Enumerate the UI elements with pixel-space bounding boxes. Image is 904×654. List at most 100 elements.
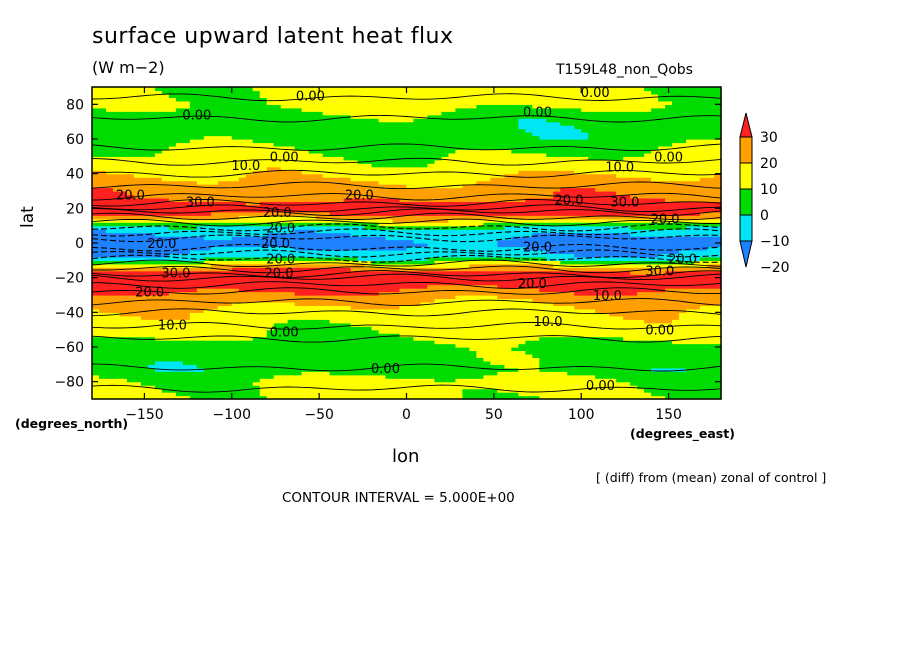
field-cell — [546, 329, 554, 334]
field-cell — [350, 329, 359, 334]
field-cell — [651, 360, 659, 365]
field-cell — [714, 246, 722, 251]
field-cell — [567, 267, 575, 272]
field-cell — [532, 395, 540, 400]
field-cell — [630, 353, 638, 358]
field-cell — [329, 263, 338, 268]
field-cell — [189, 211, 198, 216]
field-cell — [126, 260, 135, 265]
field-cell — [483, 253, 491, 258]
field-cell — [469, 243, 477, 248]
field-cell — [546, 256, 554, 261]
field-cell — [623, 360, 631, 365]
field-cell — [105, 239, 114, 244]
field-cell — [105, 319, 114, 324]
field-cell — [357, 215, 366, 220]
field-cell — [266, 284, 275, 289]
field-cell — [434, 305, 443, 310]
field-cell — [686, 256, 694, 261]
field-cell — [427, 253, 436, 258]
field-cell — [175, 308, 184, 313]
field-cell — [483, 215, 491, 220]
field-cell — [672, 239, 680, 244]
field-cell — [112, 371, 121, 376]
field-cell — [434, 374, 443, 379]
field-cell — [280, 295, 289, 300]
field-cell — [707, 215, 715, 220]
field-cell — [189, 281, 198, 286]
field-cell — [448, 298, 457, 303]
field-cell — [126, 236, 135, 241]
field-cell — [301, 263, 310, 268]
field-cell — [371, 336, 380, 341]
field-cell — [539, 253, 547, 258]
field-cell — [350, 298, 359, 303]
field-cell — [455, 277, 464, 282]
field-cell — [154, 229, 163, 234]
field-cell — [322, 229, 331, 234]
field-cell — [364, 215, 373, 220]
field-cell — [98, 336, 107, 341]
field-cell — [413, 315, 422, 320]
field-cell — [448, 291, 457, 296]
field-cell — [238, 236, 247, 241]
field-cell — [714, 371, 722, 376]
field-cell — [357, 378, 366, 383]
field-cell — [98, 308, 107, 313]
field-cell — [210, 350, 219, 355]
field-cell — [441, 385, 450, 390]
field-cell — [245, 291, 254, 296]
field-cell — [714, 329, 722, 334]
field-cell — [672, 246, 680, 251]
field-cell — [259, 215, 268, 220]
field-cell — [525, 392, 533, 397]
field-cell — [322, 284, 331, 289]
field-cell — [140, 347, 149, 352]
field-cell — [511, 360, 519, 365]
field-cell — [168, 270, 177, 275]
field-cell — [553, 385, 561, 390]
field-cell — [651, 246, 659, 251]
field-cell — [182, 392, 191, 397]
field-cell — [518, 211, 526, 216]
field-cell — [154, 281, 163, 286]
field-cell — [560, 208, 568, 213]
field-cell — [420, 281, 429, 286]
field-cell — [469, 392, 477, 397]
field-cell — [490, 374, 498, 379]
field-cell — [525, 239, 533, 244]
field-cell — [630, 364, 638, 369]
field-cell — [658, 295, 666, 300]
field-cell — [147, 267, 156, 272]
field-cell — [329, 343, 338, 348]
field-cell — [532, 315, 540, 320]
field-cell — [616, 301, 624, 306]
field-cell — [532, 260, 540, 265]
field-cell — [98, 378, 107, 383]
field-cell — [140, 326, 149, 331]
field-cell — [665, 305, 673, 310]
field-cell — [672, 388, 680, 393]
field-cell — [679, 315, 687, 320]
field-cell — [343, 229, 352, 234]
field-cell — [546, 312, 554, 317]
field-cell — [518, 326, 526, 331]
field-cell — [217, 374, 226, 379]
field-cell — [175, 336, 184, 341]
field-cell — [700, 267, 708, 272]
field-cell — [630, 381, 638, 386]
field-cell — [210, 236, 219, 241]
field-cell — [609, 374, 617, 379]
field-cell — [448, 381, 457, 386]
field-cell — [329, 301, 338, 306]
field-cell — [336, 312, 345, 317]
field-cell — [92, 267, 100, 272]
field-cell — [245, 232, 254, 237]
field-cell — [406, 381, 415, 386]
field-cell — [112, 308, 121, 313]
field-cell — [553, 350, 561, 355]
field-cell — [133, 229, 142, 234]
field-cell — [245, 350, 254, 355]
field-cell — [686, 357, 694, 362]
field-cell — [686, 218, 694, 223]
